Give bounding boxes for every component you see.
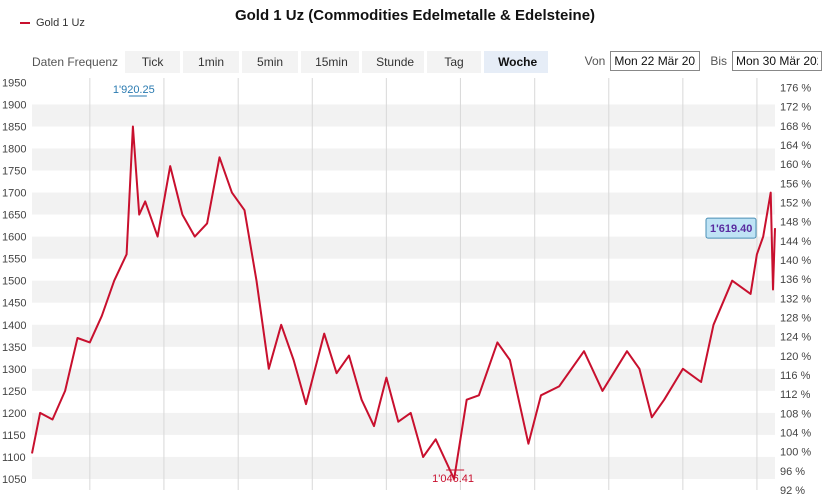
y-tick-label-right: 164 %: [780, 140, 811, 152]
from-date-input[interactable]: [610, 51, 701, 71]
y-tick-label-right: 160 %: [780, 159, 811, 171]
grid-band: [32, 236, 775, 259]
legend: Gold 1 Uz: [20, 17, 85, 29]
y-tick-label-left: 1850: [2, 121, 26, 133]
frequency-tab-stunde[interactable]: Stunde: [362, 51, 425, 73]
y-tick-label-right: 92 %: [780, 485, 805, 494]
grid-band: [32, 148, 775, 171]
series-line-gold: [31, 125, 776, 480]
y-tick-label-left: 1500: [2, 276, 26, 288]
y-tick-label-left: 1150: [2, 430, 26, 442]
grid-band: [32, 324, 775, 347]
y-tick-label-right: 144 %: [780, 236, 811, 248]
grid-band: [32, 192, 775, 215]
legend-entry: Gold 1 Uz: [36, 17, 85, 29]
to-date-input[interactable]: [732, 51, 822, 71]
y-tick-label-left: 1800: [2, 144, 26, 156]
y-tick-label-left: 1250: [2, 386, 26, 398]
chart-title: Gold 1 Uz (Commodities Edelmetalle & Ede…: [234, 7, 596, 24]
last-value-badge: [705, 217, 757, 239]
frequency-tab-5min[interactable]: 5min: [242, 51, 299, 73]
y-tick-label-left: 1450: [2, 298, 26, 310]
grid-band: [32, 104, 775, 127]
y-tick-label-right: 140 %: [780, 255, 811, 267]
y-tick-label-right: 96 %: [780, 466, 805, 478]
frequency-tab-15min[interactable]: 15min: [301, 51, 360, 73]
frequency-selector: Daten Frequenz Tick 1min 5min 15min Stun…: [32, 51, 549, 73]
grid-band: [32, 280, 775, 303]
y-tick-label-left: 1200: [2, 408, 26, 420]
y-tick-label-right: 124 %: [780, 332, 811, 344]
y-tick-label-left: 1350: [2, 342, 26, 354]
y-tick-label-right: 172 %: [780, 102, 811, 114]
y-tick-label-right: 148 %: [780, 217, 811, 229]
y-tick-label-left: 1300: [2, 364, 26, 376]
legend-swatch: [20, 22, 30, 24]
frequency-tab-tick[interactable]: Tick: [125, 51, 181, 73]
y-tick-label-right: 168 %: [780, 121, 811, 133]
low-value-label: 1'046.41: [432, 473, 474, 485]
y-tick-label-left: 1950: [2, 77, 26, 89]
y-tick-label-left: 1050: [2, 474, 26, 486]
y-tick-label-right: 104 %: [780, 428, 811, 440]
grid-band: [32, 412, 775, 435]
y-tick-label-right: 152 %: [780, 198, 811, 210]
from-label: Von: [584, 54, 606, 68]
y-tick-label-right: 136 %: [780, 274, 811, 286]
y-tick-label-right: 176 %: [780, 83, 811, 95]
y-tick-label-right: 112 %: [780, 389, 811, 401]
y-tick-label-left: 1750: [2, 166, 26, 178]
y-tick-label-left: 1100: [2, 452, 26, 464]
date-range: Von Bis: [575, 51, 822, 71]
y-tick-label-left: 1900: [2, 99, 26, 111]
frequency-tab-woche[interactable]: Woche: [484, 51, 549, 73]
y-tick-label-right: 100 %: [780, 447, 811, 459]
to-label: Bis: [710, 54, 727, 68]
y-tick-label-right: 128 %: [780, 313, 811, 325]
grid-band: [32, 368, 775, 391]
y-tick-label-right: 156 %: [780, 178, 811, 190]
y-tick-label-left: 1550: [2, 254, 26, 266]
y-tick-label-left: 1400: [2, 320, 26, 332]
y-tick-label-left: 1700: [2, 188, 26, 200]
grid-band: [32, 456, 775, 479]
high-value-label: 1'920.25: [113, 84, 155, 96]
y-tick-label-right: 120 %: [780, 351, 811, 363]
y-tick-label-right: 132 %: [780, 293, 811, 305]
y-tick-label-left: 1650: [2, 210, 26, 222]
frequency-label: Daten Frequenz: [32, 55, 119, 69]
y-tick-label-left: 1600: [2, 232, 26, 244]
last-value-label: 1'619.40: [710, 223, 752, 235]
frequency-tab-tag[interactable]: Tag: [427, 51, 482, 73]
y-tick-label-right: 108 %: [780, 408, 811, 420]
y-tick-label-right: 116 %: [780, 370, 811, 382]
frequency-tab-1min[interactable]: 1min: [183, 51, 240, 73]
